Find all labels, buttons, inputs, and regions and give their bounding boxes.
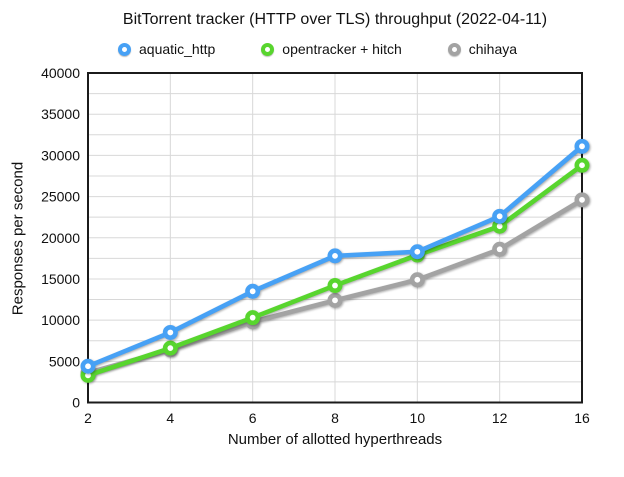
y-tick-label: 15000 <box>41 271 80 287</box>
legend-item-label: chihaya <box>468 41 518 57</box>
y-tick-label: 40000 <box>41 65 80 81</box>
x-tick-label: 2 <box>84 410 92 426</box>
series-aquatic-http <box>80 138 590 374</box>
x-tick-label: 10 <box>410 410 426 426</box>
legend-item-chihaya: chihaya <box>447 41 518 57</box>
y-tick-label: 5000 <box>49 353 80 369</box>
y-tick-label: 20000 <box>41 230 80 246</box>
data-point <box>574 192 590 208</box>
data-point <box>245 310 261 326</box>
y-tick-label: 30000 <box>41 147 80 163</box>
data-point <box>327 248 343 264</box>
y-tick-label: 25000 <box>41 189 80 205</box>
legend-item-label: opentracker + hitch <box>282 41 402 57</box>
data-point <box>492 208 508 224</box>
legend-item-aquatic-http: aquatic_http <box>118 41 215 57</box>
y-tick-label: 10000 <box>41 312 80 328</box>
x-tick-label: 16 <box>574 410 590 426</box>
y-tick-label: 0 <box>72 395 80 411</box>
data-point <box>162 324 178 340</box>
data-point <box>574 157 590 173</box>
data-point <box>327 278 343 294</box>
data-point <box>162 340 178 356</box>
x-tick-label: 6 <box>249 410 257 426</box>
series-marker-icon <box>447 42 461 56</box>
y-tick-label: 35000 <box>41 106 80 122</box>
plot-frame <box>87 72 583 404</box>
x-tick-label: 8 <box>331 410 339 426</box>
data-point <box>245 283 261 299</box>
legend: aquatic_http opentracker + hitch chihaya <box>118 41 517 57</box>
data-point <box>574 138 590 154</box>
data-point <box>80 358 96 374</box>
x-tick-label: 4 <box>166 410 174 426</box>
data-point <box>327 292 343 308</box>
data-point <box>409 272 425 288</box>
legend-item-label: aquatic_http <box>139 41 216 57</box>
x-axis-title: Number of allotted hyperthreads <box>227 431 443 448</box>
chart-title: BitTorrent tracker (HTTP over TLS) throu… <box>122 11 548 28</box>
data-point <box>409 244 425 260</box>
series-marker-icon <box>261 42 275 56</box>
legend-item-opentracker-hitch: opentracker + hitch <box>261 41 402 57</box>
data-point <box>492 241 508 257</box>
series-marker-icon <box>118 42 131 56</box>
x-tick-label: 12 <box>492 410 508 426</box>
